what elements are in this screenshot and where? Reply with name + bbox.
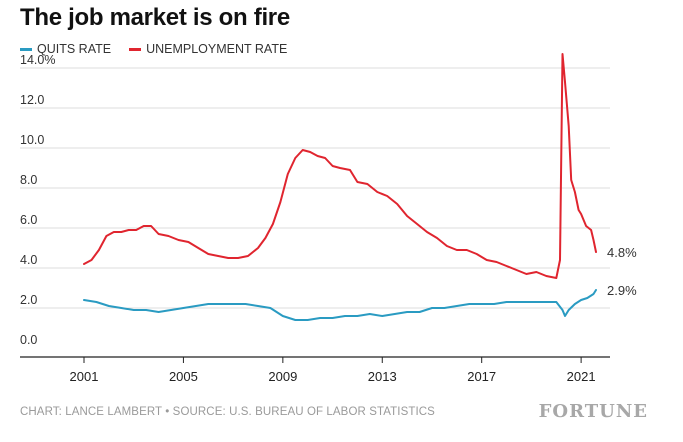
y-axis-ticks: 0.0 2.0 4.0 6.0 8.0 10.0 12.0 14.0% (20, 53, 55, 347)
x-tick-label: 2001 (70, 369, 99, 384)
y-tick-label: 10.0 (20, 133, 44, 147)
x-tick-label: 2009 (268, 369, 297, 384)
legend-label-quits: QUITS RATE (37, 42, 112, 56)
y-tick-label: 6.0 (20, 213, 37, 227)
y-tick-label: 0.0 (20, 333, 37, 347)
y-tick-label: 2.0 (20, 293, 37, 307)
unemployment-rate-line (83, 53, 597, 279)
source-credit: CHART: LANCE LAMBERT • SOURCE: U.S. BURE… (20, 406, 435, 418)
legend-swatch-quits (20, 47, 32, 51)
x-axis: 2001 2005 2009 2013 2017 2021 (20, 356, 610, 384)
legend-item-unemployment: UNEMPLOYMENT RATE (129, 42, 287, 56)
x-tick-label: 2013 (368, 369, 397, 384)
gridlines (20, 67, 610, 309)
y-tick-label: 12.0 (20, 93, 44, 107)
end-labels: 2.9% 4.8% (607, 245, 637, 298)
y-tick-label: 14.0% (20, 53, 55, 67)
quits-end-label: 2.9% (607, 283, 637, 298)
unemployment-end-label: 4.8% (607, 245, 637, 260)
legend-label-unemployment: UNEMPLOYMENT RATE (146, 42, 288, 56)
fortune-logo: FORTUNE (538, 401, 648, 422)
y-tick-label: 4.0 (20, 253, 37, 267)
x-tick-label: 2005 (169, 369, 198, 384)
quits-rate-line (83, 289, 597, 321)
legend-item-quits: QUITS RATE (20, 42, 111, 56)
legend: QUITS RATE UNEMPLOYMENT RATE (20, 42, 305, 56)
x-tick-label: 2017 (467, 369, 496, 384)
y-tick-label: 8.0 (20, 173, 37, 187)
series-lines (83, 53, 597, 321)
legend-swatch-unemployment (129, 47, 142, 51)
chart-title: The job market is on fire (20, 4, 290, 31)
x-tick-label: 2021 (567, 369, 596, 384)
